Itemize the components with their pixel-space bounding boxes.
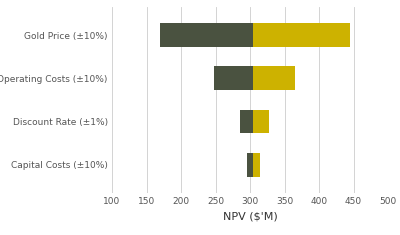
Bar bbox=[246, 153, 254, 176]
Bar bbox=[254, 110, 269, 133]
X-axis label: NPV ($'M): NPV ($'M) bbox=[223, 212, 277, 221]
Bar bbox=[214, 67, 254, 90]
Bar bbox=[254, 153, 260, 176]
Bar bbox=[254, 23, 350, 47]
Bar bbox=[254, 67, 295, 90]
Bar bbox=[160, 23, 254, 47]
Bar bbox=[240, 110, 254, 133]
